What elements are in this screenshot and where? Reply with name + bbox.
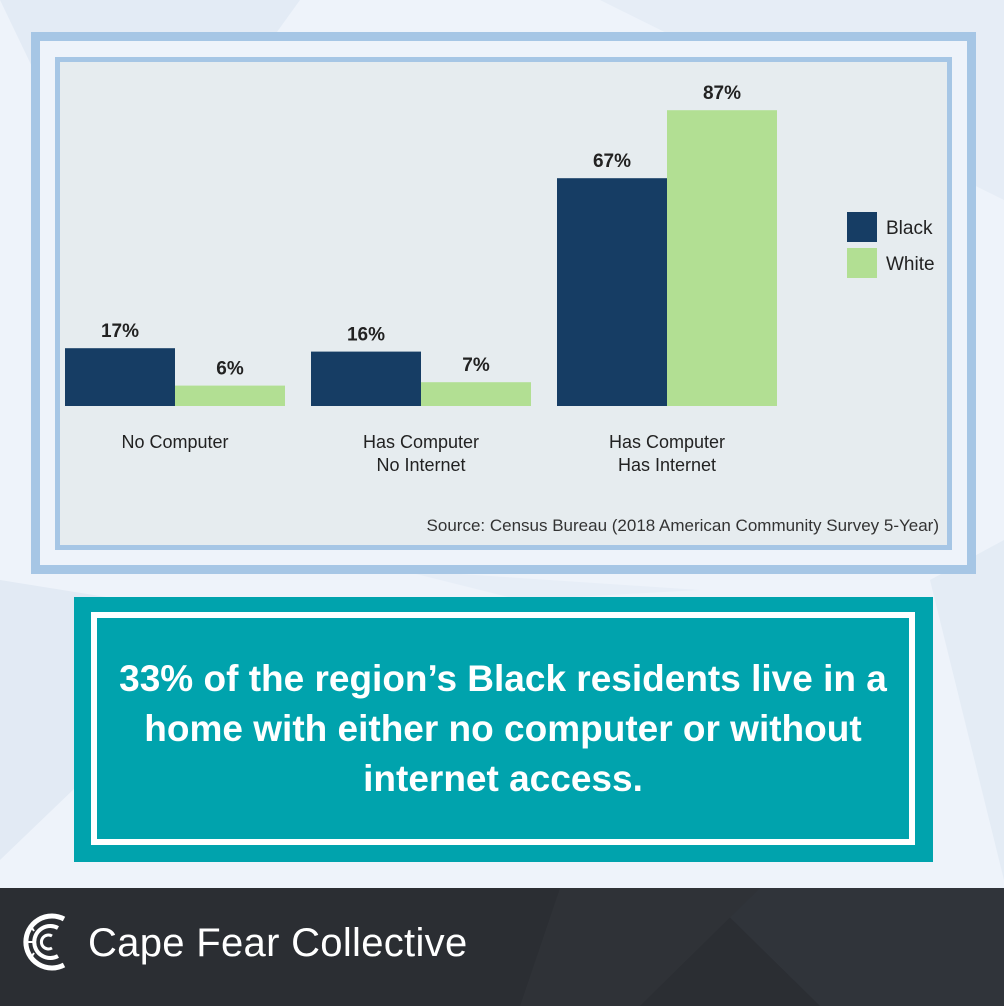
bar xyxy=(667,110,777,406)
bar xyxy=(421,382,531,406)
chart-panel: 17% 6% No Computer 16% 7% Has Computer No Inte… xyxy=(55,57,952,550)
category-label: Has Computer xyxy=(363,432,479,452)
category-label: Has Computer xyxy=(609,432,725,452)
bar xyxy=(557,178,667,406)
bar xyxy=(311,351,421,406)
data-label: 7% xyxy=(462,355,490,376)
data-label: 6% xyxy=(216,359,244,380)
callout-panel: 33% of the region’s Black residents live… xyxy=(101,622,905,835)
chart-source: Source: Census Bureau (2018 American Com… xyxy=(426,516,939,535)
legend-label: White xyxy=(886,254,935,275)
data-label: 16% xyxy=(347,325,385,346)
legend-label: Black xyxy=(886,218,933,239)
bar xyxy=(65,348,175,406)
bar xyxy=(175,385,285,406)
category-label: Has Internet xyxy=(618,455,716,475)
category-label: No Internet xyxy=(376,455,465,475)
footer-bar: Cape Fear Collective xyxy=(0,888,1004,1006)
data-label: 17% xyxy=(101,321,139,342)
data-label: 67% xyxy=(593,151,631,172)
legend-swatch xyxy=(847,212,877,242)
callout-text: 33% of the region’s Black residents live… xyxy=(119,657,887,799)
cape-fear-logo-icon xyxy=(23,913,66,971)
footer-pattern xyxy=(520,888,1004,1006)
bar-chart: 17% 6% No Computer 16% 7% Has Computer No Inte… xyxy=(65,83,935,475)
legend-swatch xyxy=(847,248,877,278)
callout-border xyxy=(91,612,915,845)
category-label: No Computer xyxy=(121,432,228,452)
brand-name: Cape Fear Collective xyxy=(88,921,468,965)
data-label: 87% xyxy=(703,83,741,104)
